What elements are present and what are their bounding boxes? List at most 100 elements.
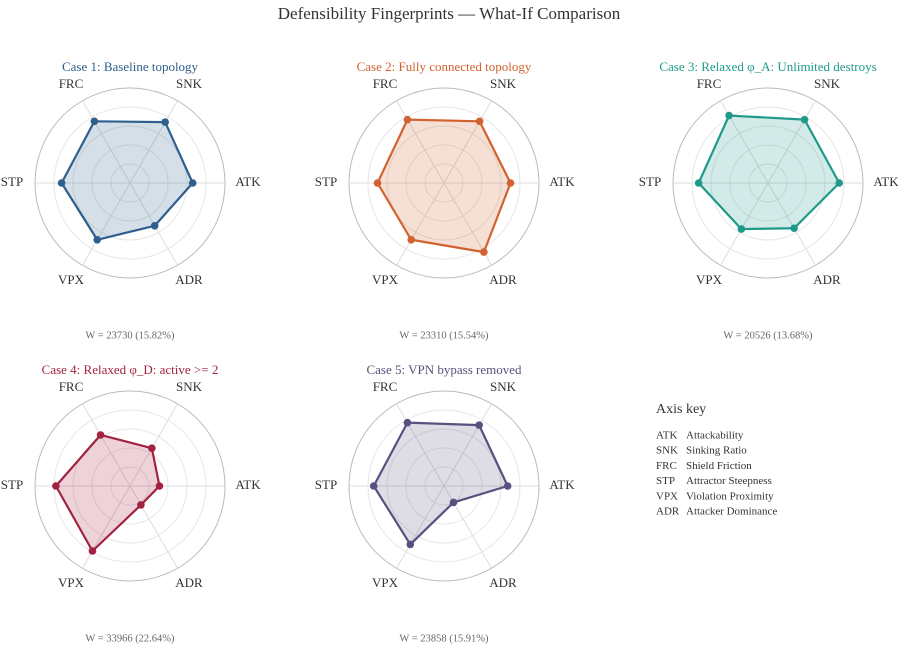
axis-label: SNK xyxy=(176,76,203,91)
key-name: Attackability xyxy=(686,430,744,442)
key-code: FRC xyxy=(656,460,677,472)
axis-label: ATK xyxy=(873,174,899,189)
axis-label: ADR xyxy=(813,272,841,287)
radar-point xyxy=(90,117,99,126)
radar-area xyxy=(60,120,194,241)
annotation: W = 23858 (15.91%) xyxy=(399,633,489,644)
axis-label: VPX xyxy=(696,272,723,287)
axis-label: SNK xyxy=(176,379,203,394)
spoke xyxy=(443,403,492,487)
chart-title: Case 1: Baseline topology xyxy=(62,59,199,74)
axis-label: ATK xyxy=(549,174,575,189)
axis-label: ADR xyxy=(175,575,203,590)
radar-point xyxy=(96,431,105,439)
annotation: W = 23730 (15.82%) xyxy=(85,330,175,341)
axis-label: FRC xyxy=(59,379,84,394)
axis-label: VPX xyxy=(58,272,85,287)
radar-area xyxy=(697,114,841,231)
axis-label: STP xyxy=(1,174,23,189)
radar-area xyxy=(372,421,509,546)
key-code: STP xyxy=(656,475,675,487)
radar-point xyxy=(161,118,169,126)
radar-point xyxy=(406,540,415,549)
radar-point xyxy=(137,501,145,509)
key-name: Attractor Steepness xyxy=(686,475,772,487)
radar-point xyxy=(449,498,458,507)
axis-label: VPX xyxy=(372,575,399,590)
radar-point xyxy=(155,482,164,490)
key-name: Shield Friction xyxy=(686,460,752,472)
key-title: Axis key xyxy=(656,402,706,417)
axis-label: STP xyxy=(315,477,337,492)
annotation: W = 33966 (22.64%) xyxy=(85,633,175,644)
radar-point xyxy=(503,482,512,490)
axis-label: VPX xyxy=(58,575,85,590)
axis-label: STP xyxy=(1,477,23,492)
annotation: W = 23310 (15.54%) xyxy=(399,330,489,341)
figure-title: Defensibility Fingerprints — What-If Com… xyxy=(278,4,621,23)
spoke xyxy=(443,100,492,184)
chart-title: Case 4: Relaxed φ_D: active >= 2 xyxy=(42,362,219,377)
axis-label: SNK xyxy=(814,76,841,91)
axis-label: ADR xyxy=(489,272,517,287)
spoke xyxy=(82,485,131,569)
radar-point xyxy=(790,224,798,233)
key-name: Violation Proximity xyxy=(686,490,774,502)
axis-label: SNK xyxy=(490,379,517,394)
radar-point xyxy=(725,111,733,120)
axis-label: ATK xyxy=(235,477,261,492)
radar-point xyxy=(188,179,197,187)
spoke xyxy=(82,403,131,487)
radar-point xyxy=(800,115,809,124)
axis-label: STP xyxy=(315,174,337,189)
spoke xyxy=(767,100,816,184)
spoke xyxy=(82,182,131,266)
key-code: VPX xyxy=(656,490,678,502)
spoke xyxy=(129,485,178,569)
axis-label: VPX xyxy=(372,272,399,287)
radar-point xyxy=(403,418,412,427)
radar-point xyxy=(694,179,703,187)
radar-point xyxy=(475,117,484,126)
key-code: ATK xyxy=(656,430,677,442)
key-code: SNK xyxy=(656,445,678,457)
axis-label: ATK xyxy=(235,174,261,189)
axis-label: FRC xyxy=(697,76,722,91)
axis-label: FRC xyxy=(59,76,84,91)
axis-label: FRC xyxy=(373,379,398,394)
key-code: ADR xyxy=(656,506,680,518)
axis-label: FRC xyxy=(373,76,398,91)
spoke xyxy=(396,485,445,569)
radar-point xyxy=(737,225,746,233)
spoke xyxy=(396,182,445,266)
radar-point xyxy=(480,248,488,256)
axis-label: ADR xyxy=(175,272,203,287)
radar-point xyxy=(369,482,378,490)
radar-point xyxy=(93,235,102,244)
axis-label: SNK xyxy=(490,76,517,91)
chart-title: Case 3: Relaxed φ_A: Unlimited destroys xyxy=(659,59,876,74)
radar-point xyxy=(52,482,60,490)
spoke xyxy=(396,403,445,487)
axis-label: ADR xyxy=(489,575,517,590)
axis-label: STP xyxy=(639,174,661,189)
key-name: Attacker Dominance xyxy=(686,506,777,518)
axis-label: ATK xyxy=(549,477,575,492)
key-name: Sinking Ratio xyxy=(686,445,747,457)
radar-point xyxy=(475,421,483,429)
radar-area xyxy=(376,118,512,254)
radar-point xyxy=(403,115,412,124)
radar-point xyxy=(835,179,844,187)
spoke xyxy=(396,100,445,184)
radar-area xyxy=(54,433,161,553)
radar-point xyxy=(88,547,97,555)
radar-point xyxy=(506,179,515,187)
spoke xyxy=(720,182,769,266)
chart-title: Case 2: Fully connected topology xyxy=(357,59,532,74)
radar-point xyxy=(373,179,382,187)
radar-point xyxy=(407,235,416,244)
spoke xyxy=(129,100,178,184)
spoke xyxy=(767,182,816,266)
spoke xyxy=(82,100,131,184)
